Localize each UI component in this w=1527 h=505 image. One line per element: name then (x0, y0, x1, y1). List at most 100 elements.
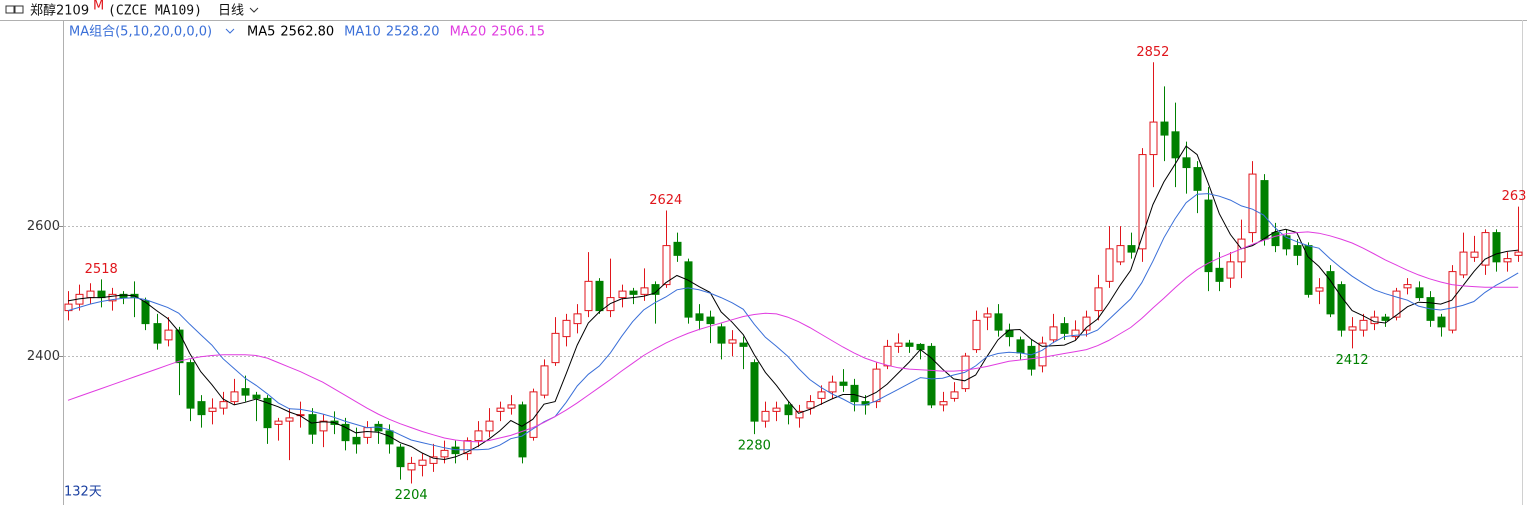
candle-body (640, 287, 649, 295)
candle-body (119, 293, 128, 299)
candle-body (230, 391, 239, 403)
ma-line (67, 193, 1519, 451)
days-label: 132天 (64, 485, 102, 500)
legend-name: MA10 (344, 25, 381, 40)
candle-body (1282, 235, 1291, 250)
candle-body (1337, 284, 1346, 331)
candle-body (1437, 316, 1446, 328)
candle-body (407, 462, 416, 471)
candle-body (1160, 121, 1169, 136)
candle-body (1326, 271, 1335, 315)
candle-body (839, 381, 848, 386)
candle-body (1260, 180, 1269, 240)
candle-body (1514, 251, 1523, 256)
plot: 2400 2600 MA5 2562.80 MA10 2528.20 MA20 2506.15… (27, 25, 1527, 504)
legend-value: 2506.15 (491, 25, 545, 40)
toolbar: 郑醇2109 M (CZCE MA109) 日线 (5, 0, 259, 19)
candle-body (1116, 245, 1125, 263)
candle-body (1027, 345, 1036, 370)
candle-body (440, 449, 449, 458)
candle-body (1470, 251, 1479, 258)
candle-body (894, 342, 903, 347)
candle-body (396, 446, 405, 468)
symbol-flag: M (93, 0, 104, 14)
candle-body (684, 261, 693, 318)
candle-body (1005, 329, 1014, 338)
candle-body (939, 401, 948, 406)
candle-body (1138, 154, 1147, 250)
candle-body (772, 407, 781, 412)
candle-body (474, 430, 483, 442)
candle-body (584, 280, 593, 312)
candle-body (1226, 261, 1235, 279)
candle-body (1127, 245, 1136, 253)
candle-body (463, 440, 472, 455)
legend-value: 2528.20 (386, 25, 440, 40)
candle-body (629, 290, 638, 295)
candle-body (739, 342, 748, 347)
candle-body (418, 459, 427, 466)
legend-name: MA20 (450, 25, 487, 40)
candle-body (573, 313, 582, 325)
candle-body (496, 407, 505, 412)
candle-body (352, 436, 361, 445)
candle-body (1381, 316, 1390, 321)
candle-body (1459, 251, 1468, 276)
candle-body (1204, 199, 1213, 273)
candle-body (507, 404, 516, 409)
ma-line (67, 231, 1519, 443)
candle-body (562, 319, 571, 338)
candle-body (551, 332, 560, 364)
candle-body (241, 388, 250, 396)
candle-body (618, 290, 627, 299)
candle-body (341, 423, 350, 442)
candle-body (1492, 232, 1501, 263)
candle-body (1271, 232, 1280, 247)
dropdown-arrow[interactable] (249, 7, 259, 13)
candle-body (1415, 287, 1424, 299)
extreme-label: 2630 (1502, 189, 1527, 204)
candle-body (850, 384, 859, 403)
period[interactable]: 日线 (218, 4, 244, 19)
candle-body (994, 313, 1003, 331)
candle-body (208, 407, 217, 412)
ma-group[interactable]: MA组合(5,10,20,0,0,0) (69, 25, 212, 40)
y-tick-label: 2600 (27, 219, 60, 234)
candle-body (927, 345, 936, 406)
candle-body (1060, 323, 1069, 334)
candle-body (285, 417, 294, 422)
candle-body (695, 313, 704, 321)
candle-body (828, 381, 837, 393)
candle-body (540, 365, 549, 396)
candle-body (451, 446, 460, 455)
candle-body (175, 329, 184, 364)
extreme-label: 2204 (395, 488, 428, 503)
candle-body (1094, 287, 1103, 312)
legend-value: 2562.80 (280, 25, 334, 40)
candle-body (1215, 267, 1224, 282)
candle-body (728, 339, 737, 344)
candle-body (108, 293, 117, 302)
candle-body (905, 342, 914, 347)
candle-body (1503, 258, 1512, 263)
candle-body (883, 345, 892, 367)
candle-body (429, 456, 438, 464)
candle-body (817, 391, 826, 399)
candle-body (1348, 326, 1357, 331)
candle-body (197, 401, 206, 416)
legend-name: MA5 (247, 25, 275, 40)
candle-body (308, 414, 317, 435)
dropdown-arrow[interactable] (225, 28, 235, 34)
candle-body (86, 290, 95, 299)
candle-body (485, 420, 494, 432)
candle-body (529, 391, 538, 438)
candle-body (1293, 245, 1302, 256)
candle-body (916, 343, 925, 351)
candle-body (153, 323, 162, 344)
candle-body (806, 401, 815, 409)
candle-body (1237, 238, 1246, 263)
candle-body (750, 362, 759, 422)
candle-body (1082, 316, 1091, 331)
candle-body (252, 394, 261, 399)
